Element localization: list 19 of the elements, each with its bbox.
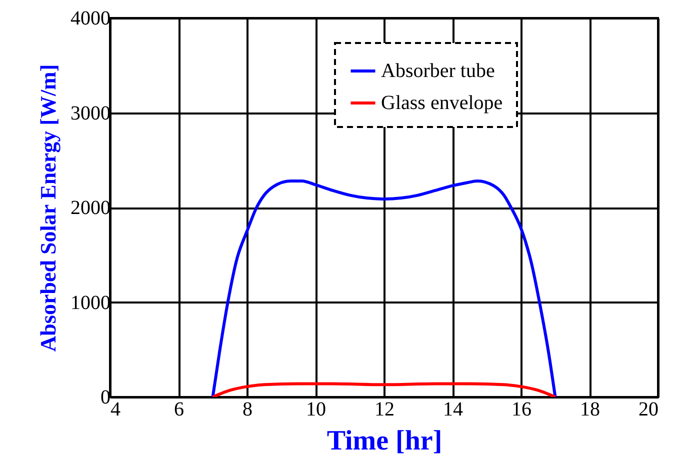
y-tick-label: 3000 xyxy=(70,102,110,124)
x-tick-label: 8 xyxy=(242,398,252,420)
x-tick-label: 16 xyxy=(512,398,532,420)
x-tick-label: 18 xyxy=(580,398,600,420)
x-tick-label: 4 xyxy=(110,398,120,420)
x-tick-label: 12 xyxy=(374,398,394,420)
x-tick-label: 14 xyxy=(443,398,463,420)
line-series xyxy=(211,179,557,397)
y-axis-title: Absorbed Solar Energy [W/m] xyxy=(36,64,60,352)
legend-label: Glass envelope xyxy=(381,92,503,114)
x-tick-label: 6 xyxy=(174,398,184,420)
y-tick-label: 2000 xyxy=(70,197,110,219)
y-tick-label: 1000 xyxy=(70,292,110,314)
legend-label: Absorber tube xyxy=(381,60,495,82)
x-tick-label: 10 xyxy=(306,398,326,420)
x-tick-label: 20 xyxy=(638,398,658,420)
y-tick-label: 4000 xyxy=(70,8,110,30)
line-series xyxy=(211,382,557,397)
x-axis-title: Time [hr] xyxy=(326,426,442,456)
